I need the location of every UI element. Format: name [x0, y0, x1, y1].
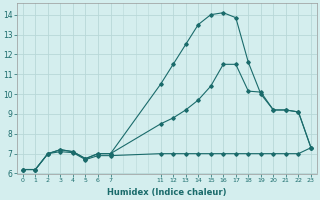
X-axis label: Humidex (Indice chaleur): Humidex (Indice chaleur) — [107, 188, 227, 197]
